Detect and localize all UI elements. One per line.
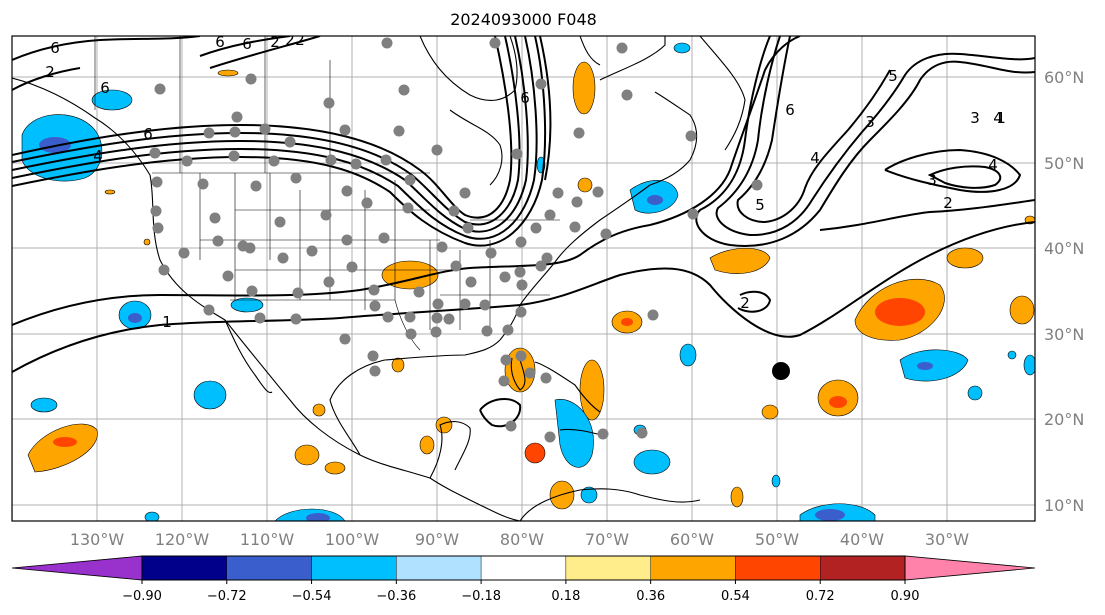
lon-label: 60°W bbox=[670, 530, 714, 549]
lon-label: 70°W bbox=[585, 530, 629, 549]
lon-label: 120°W bbox=[155, 530, 210, 549]
contour-label: 4 bbox=[993, 109, 1003, 127]
anomaly-fill-areas bbox=[21, 42, 1035, 521]
colorbar-tick-label: 0.90 bbox=[891, 589, 920, 604]
colorbar-tick-label: 0.54 bbox=[721, 589, 750, 604]
colorbar-segment bbox=[650, 555, 736, 581]
colorbar-segment bbox=[735, 555, 821, 581]
contour-label: 5 bbox=[755, 196, 765, 214]
latitude-labels: 60°N 50°N 40°N 30°N 20°N 10°N bbox=[1044, 68, 1084, 515]
lat-label: 40°N bbox=[1044, 239, 1084, 258]
lon-label: 90°W bbox=[415, 530, 459, 549]
colorbar-extend-low bbox=[11, 555, 143, 581]
contour-label: 6 bbox=[50, 39, 60, 57]
contour-label: 5 bbox=[888, 67, 898, 85]
contour-label: 2 bbox=[45, 63, 55, 81]
contour-label: 2 bbox=[285, 31, 295, 49]
colorbar-tick-label: −0.90 bbox=[122, 589, 162, 604]
colorbar-tick-label: −0.72 bbox=[207, 589, 247, 604]
contour-label: 2 bbox=[270, 33, 280, 51]
lon-label: 110°W bbox=[240, 530, 295, 549]
lon-label: 40°W bbox=[840, 530, 884, 549]
lat-label: 30°N bbox=[1044, 325, 1084, 344]
political-borders bbox=[94, 36, 560, 351]
longitude-labels: 130°W 120°W 110°W 100°W 90°W 80°W 70°W 60°W 50°W… bbox=[70, 530, 969, 549]
lon-label: 80°W bbox=[500, 530, 544, 549]
contour-label: 4 bbox=[810, 149, 820, 167]
colorbar-tick-label: −0.18 bbox=[461, 589, 501, 604]
contour-label: 3 bbox=[970, 109, 980, 127]
colorbar-segment bbox=[311, 555, 397, 581]
station-points bbox=[149, 37, 763, 443]
colorbar bbox=[11, 555, 1036, 581]
contour-label: 1 bbox=[996, 109, 1006, 127]
contour-label: 6 bbox=[242, 35, 252, 53]
lon-label: 50°W bbox=[755, 530, 799, 549]
contour-label: 4 bbox=[93, 147, 103, 165]
contour-label: 2 bbox=[740, 294, 750, 312]
colorbar-segment bbox=[396, 555, 482, 581]
colorbar-segment bbox=[141, 555, 227, 581]
contour-label: 6 bbox=[785, 101, 795, 119]
colorbar-segment bbox=[820, 555, 906, 581]
contour-label: 1 bbox=[162, 313, 172, 331]
map-frame bbox=[11, 35, 1036, 522]
contour-label: 3 bbox=[865, 113, 875, 131]
contour-label: 3 bbox=[927, 171, 937, 189]
contour-label: 6 bbox=[100, 79, 110, 97]
contour-label: 2 bbox=[943, 194, 953, 212]
lat-label: 60°N bbox=[1044, 68, 1084, 87]
colorbar-tick-label: 0.36 bbox=[636, 589, 665, 604]
colorbar-tick-label: 0.18 bbox=[551, 589, 580, 604]
storm-marker bbox=[772, 362, 790, 380]
lon-label: 130°W bbox=[70, 530, 125, 549]
map-title: 2024093000 F048 bbox=[450, 10, 597, 29]
colorbar-tick-label: 0.72 bbox=[806, 589, 835, 604]
colorbar-segment bbox=[226, 555, 312, 581]
contour-label: 6 bbox=[520, 89, 530, 107]
colorbar-segment bbox=[480, 555, 567, 581]
coastlines bbox=[12, 36, 746, 521]
colorbar-tick-labels: −0.90 −0.72 −0.54 −0.36 −0.18 0.18 0.36 0.54 0.7… bbox=[122, 580, 919, 604]
lon-label: 100°W bbox=[325, 530, 380, 549]
lon-label: 30°W bbox=[925, 530, 969, 549]
colorbar-segment bbox=[565, 555, 651, 581]
colorbar-outline bbox=[141, 555, 906, 581]
colorbar-extend-high bbox=[904, 555, 1036, 581]
contour-label: 2 bbox=[295, 31, 305, 49]
contour-label: 6 bbox=[215, 33, 225, 51]
lat-label: 50°N bbox=[1044, 154, 1084, 173]
colorbar-tick-label: −0.36 bbox=[376, 589, 416, 604]
lat-label: 20°N bbox=[1044, 410, 1084, 429]
lat-label: 10°N bbox=[1044, 496, 1084, 515]
contour-label: 6 bbox=[143, 125, 153, 143]
contour-label: 4 bbox=[988, 156, 998, 174]
colorbar-tick-label: −0.54 bbox=[292, 589, 332, 604]
